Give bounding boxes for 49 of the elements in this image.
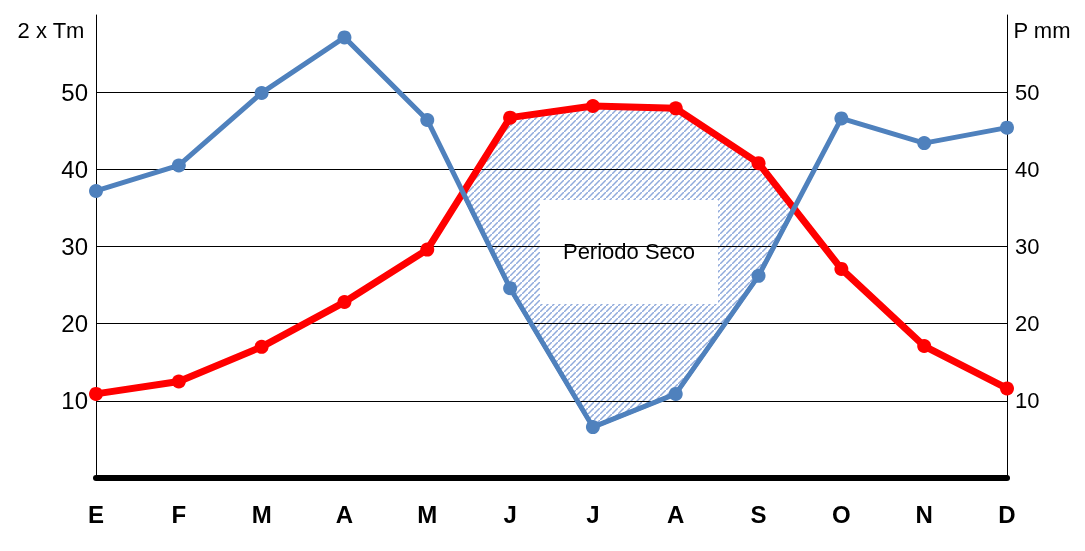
x-tick-label: D — [998, 500, 1016, 528]
point — [668, 101, 683, 116]
point — [668, 386, 683, 401]
y-tick-label: 30 — [61, 233, 88, 260]
y-tick-label: 50 — [61, 78, 88, 106]
point — [751, 268, 766, 283]
x-tick-label: A — [667, 500, 685, 528]
x-tick-label: O — [832, 500, 851, 528]
point — [917, 136, 932, 151]
point — [254, 339, 269, 354]
point — [585, 99, 600, 114]
y2-tick-label: 10 — [1015, 388, 1040, 414]
point — [503, 281, 518, 296]
point — [585, 420, 600, 435]
x-tick-label: F — [171, 500, 187, 528]
point — [834, 111, 849, 126]
point — [171, 374, 186, 389]
y2-axis-title: P mm — [1013, 17, 1071, 43]
point — [420, 112, 435, 127]
point — [834, 261, 849, 276]
point — [503, 110, 518, 125]
x-tick-label: S — [750, 500, 767, 528]
point — [420, 242, 435, 257]
x-tick-label: E — [87, 500, 105, 528]
y-axis-title: 2 x Tm — [17, 17, 85, 43]
x-tick-label: J — [503, 500, 517, 528]
x-tick-label: N — [915, 500, 933, 528]
point — [337, 295, 352, 310]
point — [1000, 120, 1014, 135]
y-tick-label: 20 — [61, 310, 88, 338]
x-tick-label: M — [417, 500, 438, 528]
y2-tick-label: 50 — [1015, 79, 1040, 105]
x-tick-label: A — [335, 500, 354, 528]
y2-tick-label: 30 — [1015, 234, 1040, 259]
y2-tick-label: 20 — [1015, 311, 1040, 337]
point — [1000, 381, 1014, 396]
point — [917, 339, 932, 354]
point — [254, 85, 269, 100]
x-tick-label: M — [251, 500, 272, 528]
point — [89, 183, 103, 198]
point — [171, 158, 186, 173]
y2-tick-label: 40 — [1015, 156, 1040, 182]
y-tick-label: 40 — [61, 155, 88, 183]
point — [751, 156, 766, 171]
point — [337, 30, 352, 45]
y-tick-label: 10 — [61, 387, 88, 415]
annotation: Periodo Seco — [540, 200, 718, 304]
x-tick-label: J — [586, 500, 600, 528]
point — [89, 386, 103, 401]
